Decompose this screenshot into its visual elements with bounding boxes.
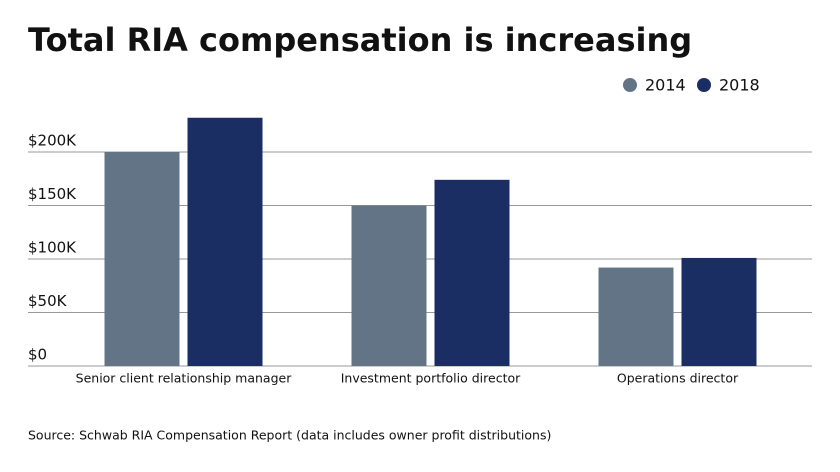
legend-label: 2018 — [719, 76, 760, 95]
y-tick-label: $100K — [28, 239, 77, 257]
bar — [351, 205, 427, 366]
bar — [104, 152, 180, 366]
bar — [434, 179, 510, 366]
legend-swatch — [623, 78, 637, 92]
y-tick-label: $150K — [28, 185, 77, 203]
y-tick-label: $0 — [28, 346, 47, 364]
bar — [598, 267, 674, 366]
x-tick-label: Operations director — [617, 371, 739, 386]
chart-title: Total RIA compensation is increasing — [28, 21, 692, 59]
legend-swatch — [697, 78, 711, 92]
y-tick-label: $50K — [28, 292, 68, 310]
x-tick-label: Senior client relationship manager — [76, 371, 293, 386]
bar — [187, 117, 263, 366]
bar — [681, 257, 757, 366]
y-tick-label: $200K — [28, 132, 77, 150]
source-note: Source: Schwab RIA Compensation Report (… — [28, 428, 551, 443]
legend-label: 2014 — [645, 76, 686, 95]
x-tick-label: Investment portfolio director — [341, 371, 521, 386]
